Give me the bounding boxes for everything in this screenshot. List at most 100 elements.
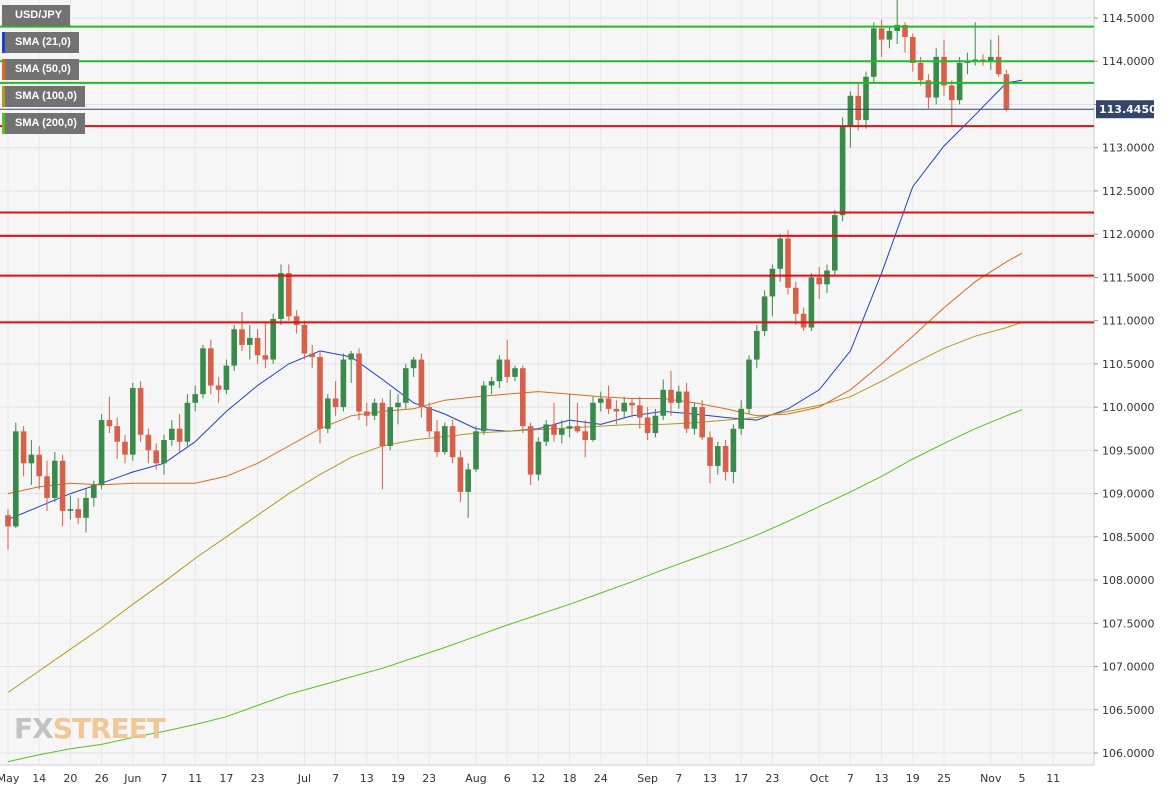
x-tick-label: 11 [188,772,202,785]
candle-body [254,337,261,356]
y-tick-label: 108.5000 [1102,531,1155,544]
candle-body [98,420,105,485]
y-tick-label: 111.5000 [1102,271,1155,284]
candle-body [637,405,643,418]
candle-body [153,450,159,464]
candle-body [161,439,167,464]
candle-body [169,428,175,440]
candle-body [941,56,947,86]
candle-body [769,268,776,297]
candle-body [410,359,417,369]
candle-body [652,415,659,434]
candle-body [106,420,113,427]
candle-body [449,426,456,458]
candle-body [356,353,362,412]
candle-body [785,238,791,288]
candle-body [332,398,339,408]
candle-body [730,428,737,472]
candle-body [824,270,830,285]
candle-body [590,402,596,440]
candle-body [816,277,822,285]
candle-body [145,434,152,451]
candle-body [371,402,378,416]
candle-body [754,331,760,360]
y-tick-label: 112.0000 [1102,228,1155,241]
candle-body [325,398,331,429]
y-tick-label: 114.0000 [1102,55,1155,68]
candle-body [340,359,347,408]
sma-line [7,409,1023,763]
candle-body [995,56,1002,75]
candle-body [481,385,487,432]
y-tick-label: 110.0000 [1102,401,1155,414]
y-tick-label: 106.5000 [1102,704,1155,717]
x-tick-label: 23 [765,772,779,785]
y-tick-label: 109.5000 [1102,444,1155,457]
candle-body [535,441,542,475]
x-tick-label: 19 [391,772,405,785]
current-price-label: 113.4450 [1099,103,1157,116]
candle-body [184,402,191,442]
x-tick-label: 7 [161,772,168,785]
candle-body [137,388,144,435]
candle-body [473,431,479,470]
x-tick-label: 12 [531,772,545,785]
candle-body [278,273,284,319]
y-tick-label: 113.0000 [1102,142,1155,155]
x-tick-label: 7 [847,772,854,785]
candle-body [917,62,924,81]
candle-body [871,28,877,77]
candle-body [231,329,237,366]
legend-sma-21[interactable]: SMA (21,0) [2,32,79,53]
y-tick-label: 112.5000 [1102,185,1155,198]
candle-body [434,431,440,453]
fxstreet-logo: FXSTREET [14,712,166,745]
x-tick-label: 6 [504,772,511,785]
candle-body [465,469,471,492]
candle-body [293,316,300,325]
legend-label-sma-200: SMA (200,0) [15,117,77,129]
x-tick-label: 7 [332,772,339,785]
candle-body [176,428,183,442]
candle-body [800,313,807,328]
x-tick-label: 18 [563,772,577,785]
candle-body [605,398,612,409]
candle-body [247,337,253,345]
candle-body [933,56,939,98]
candle-body [262,355,269,360]
candle-body [426,407,432,432]
legend-sma-200[interactable]: SMA (200,0) [2,113,85,134]
candle-body [894,24,900,31]
x-tick-label: 13 [360,772,374,785]
candle-body [286,273,292,317]
legend-sma-100[interactable]: SMA (100,0) [2,86,85,107]
candle-body [418,359,425,408]
candle-body [208,348,214,386]
candle-body [301,324,308,354]
candle-body [520,368,526,427]
legend-symbol[interactable]: USD/JPY [2,5,71,26]
candle-body [715,446,721,466]
x-tick-label: 5 [1019,772,1026,785]
legend-sma-50[interactable]: SMA (50,0) [2,59,79,80]
x-tick-label: May [0,772,20,785]
legend-label-sma-21: SMA (21,0) [15,36,71,48]
candle-body [668,389,674,403]
candle-body [722,446,729,472]
candle-body [660,389,666,416]
candle-body [902,24,908,38]
candle-body [122,441,128,455]
candle-body [683,391,690,429]
candle-body [699,407,705,438]
candle-body [223,365,230,390]
legend: USD/JPY SMA (21,0) SMA (50,0) SMA (100,0… [2,5,85,140]
logo-part-street: STREET [52,712,166,745]
y-tick-label: 109.0000 [1102,488,1155,501]
candle-body [348,353,354,360]
current-price-tag [1096,100,1154,119]
legend-swatch-sma-21 [2,32,5,53]
legend-label-sma-50: SMA (50,0) [15,63,71,75]
candle-body [13,431,19,527]
